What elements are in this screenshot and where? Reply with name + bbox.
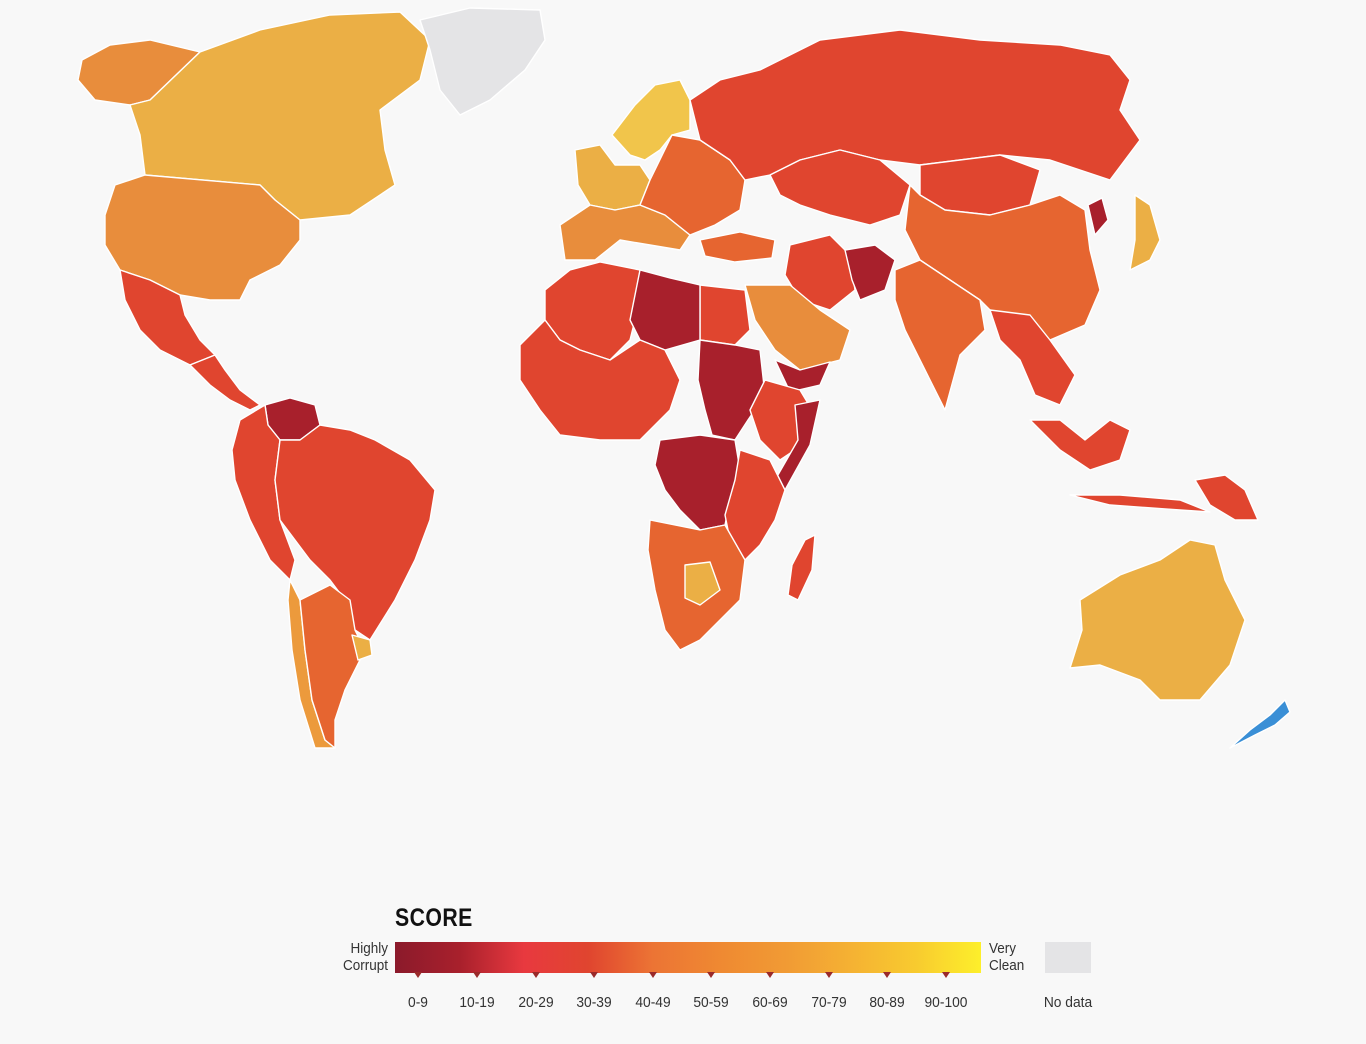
legend-tick-mark bbox=[941, 972, 950, 978]
region-arabian-peninsula[interactable] bbox=[744, 284, 851, 371]
region-united-states[interactable] bbox=[104, 174, 301, 301]
score-legend: SCORE Highly Corrupt Very Clean 0-9 10-19… bbox=[330, 900, 1130, 1020]
legend-title: SCORE bbox=[395, 904, 473, 932]
region-turkey[interactable] bbox=[699, 231, 776, 263]
legend-tick-mark bbox=[531, 972, 540, 978]
legend-range-label: 70-79 bbox=[810, 994, 847, 1011]
region-madagascar[interactable] bbox=[787, 534, 816, 601]
region-indonesia[interactable] bbox=[1029, 419, 1211, 513]
region-russia[interactable] bbox=[689, 29, 1141, 181]
legend-low-label: Highly Corrupt bbox=[342, 940, 388, 974]
region-uruguay[interactable] bbox=[351, 634, 373, 661]
region-papua-new-guinea[interactable] bbox=[1194, 474, 1259, 521]
legend-no-data-label: No data bbox=[1043, 994, 1093, 1011]
region-scandinavia[interactable] bbox=[611, 79, 691, 161]
legend-tick-mark bbox=[824, 972, 833, 978]
region-india[interactable] bbox=[894, 259, 986, 411]
region-argentina[interactable] bbox=[299, 584, 366, 749]
region-greenland bbox=[419, 7, 546, 116]
legend-range-label: 50-59 bbox=[693, 994, 730, 1011]
legend-tick-mark bbox=[766, 972, 775, 978]
legend-range-label: 10-19 bbox=[459, 994, 495, 1011]
legend-gradient-bar bbox=[395, 942, 981, 973]
legend-tick-mark bbox=[473, 972, 482, 978]
legend-range-label: 60-69 bbox=[752, 994, 788, 1011]
legend-tick-mark bbox=[707, 972, 716, 978]
region-iran[interactable] bbox=[784, 234, 856, 311]
region-andean[interactable] bbox=[231, 404, 296, 581]
region-southeast-asia[interactable] bbox=[989, 309, 1076, 406]
legend-range-label: 80-89 bbox=[869, 994, 905, 1011]
region-eastern-europe[interactable] bbox=[639, 134, 746, 236]
legend-tick-mark bbox=[414, 972, 423, 978]
legend-range-label: 20-29 bbox=[517, 994, 554, 1011]
legend-tick-mark bbox=[590, 972, 599, 978]
region-botswana[interactable] bbox=[684, 561, 721, 606]
legend-range-label: 30-39 bbox=[576, 994, 612, 1011]
region-canada[interactable] bbox=[129, 11, 431, 221]
region-sudan[interactable] bbox=[697, 339, 766, 441]
region-libya[interactable] bbox=[629, 269, 701, 351]
region-east-africa[interactable] bbox=[724, 449, 786, 561]
region-afghanistan[interactable] bbox=[844, 244, 896, 301]
legend-no-data-swatch bbox=[1045, 942, 1091, 973]
region-west-africa[interactable] bbox=[519, 319, 681, 441]
world-map bbox=[77, 7, 1291, 749]
region-north-korea[interactable] bbox=[1087, 197, 1109, 236]
region-central-asia[interactable] bbox=[769, 149, 911, 226]
legend-tick-mark bbox=[648, 972, 657, 978]
region-central-america[interactable] bbox=[189, 354, 261, 411]
region-southern-europe[interactable] bbox=[559, 204, 691, 261]
legend-tick-mark bbox=[883, 972, 892, 978]
legend-range-label: 40-49 bbox=[635, 994, 671, 1011]
legend-range-label: 90-100 bbox=[924, 994, 968, 1011]
region-new-zealand[interactable] bbox=[1229, 699, 1291, 749]
region-japan[interactable] bbox=[1129, 194, 1161, 271]
legend-high-label: Very Clean bbox=[989, 940, 1025, 974]
region-australia[interactable] bbox=[1069, 539, 1246, 701]
legend-range-label: 0-9 bbox=[408, 994, 429, 1011]
